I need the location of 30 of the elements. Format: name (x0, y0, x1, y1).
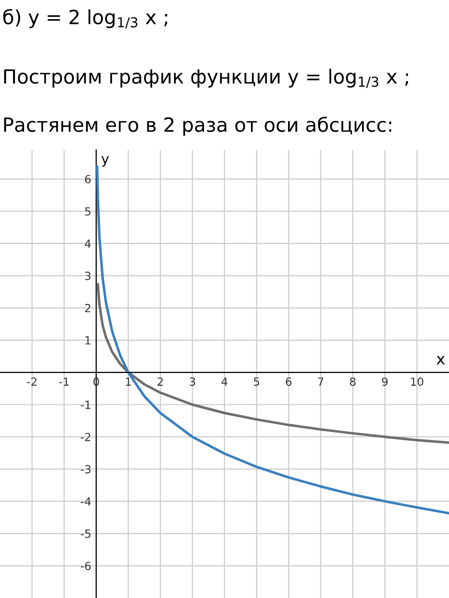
x-tick-label: 6 (286, 377, 292, 386)
y-tick-label: 4 (84, 240, 91, 248)
y-tick-label: 1 (86, 336, 90, 344)
y-tick-label: -1 (80, 400, 90, 409)
x-tick-label: 2 (158, 377, 163, 386)
y-axis-title: y (101, 156, 109, 167)
x-tick-label: 5 (254, 378, 260, 386)
x-tick-label: 7 (318, 378, 324, 386)
x-tick-label: 8 (350, 377, 356, 386)
y-tick-label: 2 (85, 304, 90, 312)
x-tick-label: 4 (222, 378, 228, 386)
x-tick-label: -2 (27, 377, 36, 386)
chart-subtitle: Построим график функции y = log$_{1/3}$ x ; (4, 68, 408, 88)
x-tick-label: 10 (411, 377, 424, 386)
chart-title: б) y = 2 log$_{1/3}$ x ; (3, 8, 168, 29)
x-tick-label: 1 (126, 378, 131, 386)
y-tick-label: -2 (80, 432, 90, 442)
x-tick-label: 3 (190, 377, 196, 386)
y-tick-label: -3 (80, 465, 90, 474)
y-tick-label: -6 (80, 562, 91, 570)
y-tick-label: 3 (85, 272, 90, 280)
x-axis-title: x (436, 356, 445, 364)
text: Растянем его в 2 раза от оси абсцисс: (4, 116, 392, 136)
y-tick-label: -4 (80, 497, 91, 506)
x-tick-label: 9 (382, 377, 388, 386)
line-series (96, 166, 449, 514)
y-tick-label: 6 (85, 174, 91, 184)
x-tick-label: -1 (59, 378, 69, 386)
y-tick-label: 5 (85, 207, 90, 216)
y-tick-label: -5 (80, 530, 90, 538)
